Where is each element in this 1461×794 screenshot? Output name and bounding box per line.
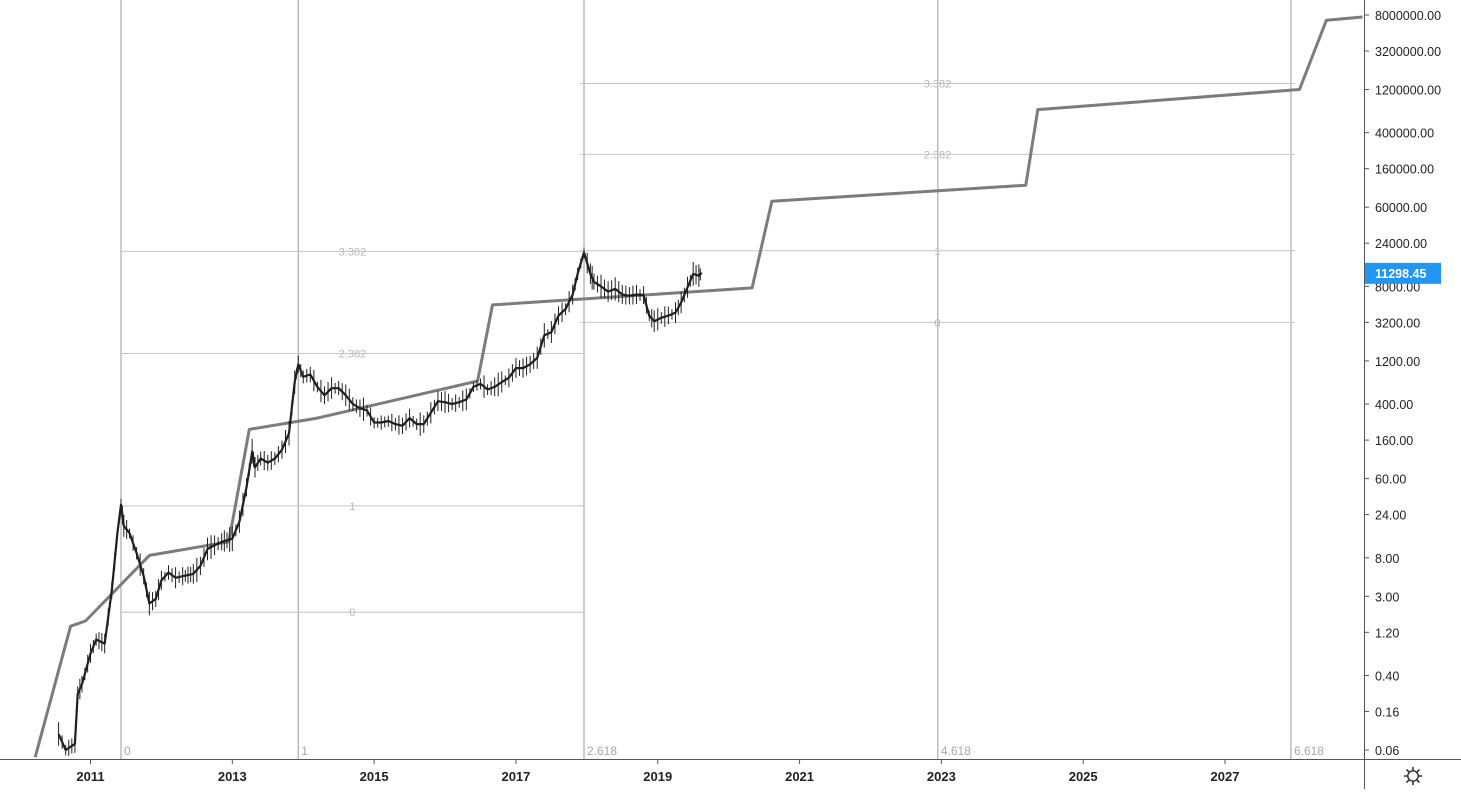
y-tick-label: 3200.00: [1375, 316, 1420, 330]
y-tick-label: 0.16: [1375, 705, 1399, 719]
y-tick-label: 8000.00: [1375, 280, 1420, 294]
fib-level-label: 3.382: [339, 246, 367, 258]
fib-time-zones: 0 1 2.618 4.618 6.618: [120, 0, 1324, 759]
y-tick-label: 8.00: [1375, 552, 1399, 566]
x-tick-label: 2015: [360, 769, 389, 784]
fib-level-label: 3.382: [924, 78, 952, 90]
price-line: [57, 251, 703, 752]
fib-level-label: 1: [349, 501, 355, 513]
y-tick-label: 160.00: [1375, 434, 1413, 448]
current-price-label: 11298.45: [1375, 267, 1426, 281]
fib-time-label: 1: [301, 744, 308, 758]
y-tick-label: 24.00: [1375, 509, 1406, 523]
fib-level-label: 2.382: [924, 149, 952, 161]
fib-time-label: 6.618: [1294, 744, 1324, 758]
y-tick-label: 3.00: [1375, 590, 1399, 604]
x-tick-label: 2019: [643, 769, 672, 784]
x-tick-label: 2025: [1069, 769, 1098, 784]
fib-level-label: 0: [934, 317, 940, 329]
y-tick-label: 60.00: [1375, 473, 1406, 487]
x-tick-label: 2027: [1211, 769, 1240, 784]
model-line-layer: [33, 15, 1363, 758]
y-tick-label: 0.40: [1375, 669, 1399, 683]
gear-icon: [1403, 766, 1423, 786]
y-tick-label: 3200000.00: [1375, 45, 1441, 59]
y-tick-label: 1.20: [1375, 626, 1399, 640]
fib-retracements: 0 1 2.382 3.382 0 1 2.382 3.382: [120, 78, 1296, 619]
y-tick-label: 24000.00: [1375, 237, 1427, 251]
y-tick-label: 1200000.00: [1375, 84, 1441, 98]
fib-level-label: 2.382: [339, 348, 367, 360]
x-tick-label: 2011: [76, 769, 104, 784]
current-price-badge-bg: [1365, 262, 1441, 284]
x-tick-label: 2013: [218, 769, 247, 784]
y-axis-ticks: 8000000.00 3200000.00 1200000.00 400000.00 1…: [1364, 9, 1441, 758]
current-price-marker: 11298.45: [1365, 262, 1441, 284]
fib-level-label: 0: [349, 607, 355, 619]
fib-level-label: 1: [934, 246, 940, 258]
x-tick-label: 2017: [501, 769, 530, 784]
model-line: [33, 15, 1363, 758]
settings-gear-button[interactable]: [1402, 765, 1424, 787]
price-candles-layer: [57, 247, 703, 757]
x-tick-label: 2023: [927, 769, 956, 784]
fib-time-label: 2.618: [587, 744, 617, 758]
fib-time-label: 4.618: [941, 744, 971, 758]
y-tick-label: 60000.00: [1375, 201, 1427, 215]
fib-time-label: 0: [124, 744, 131, 758]
x-tick-label: 2021: [785, 769, 814, 784]
x-axis-ticks: 2011 2013 2015 2017 2019 2021 2023 2025 2027: [76, 759, 1239, 784]
y-tick-label: 400000.00: [1375, 127, 1434, 141]
y-tick-label: 400.00: [1375, 398, 1413, 412]
y-tick-label: 8000000.00: [1375, 9, 1441, 23]
y-tick-label: 1200.00: [1375, 355, 1420, 369]
y-tick-label: 160000.00: [1375, 163, 1434, 177]
y-tick-label: 0.06: [1375, 744, 1399, 758]
